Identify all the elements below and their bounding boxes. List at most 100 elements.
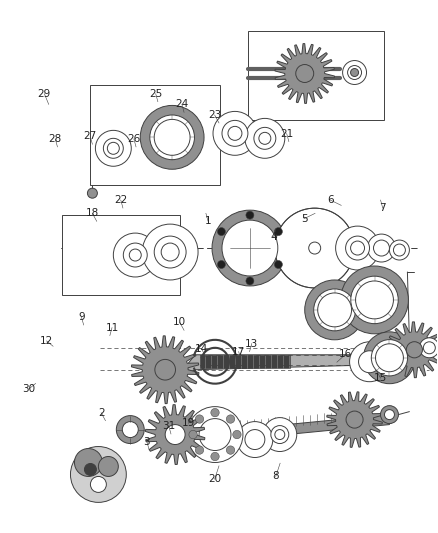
Text: 11: 11 bbox=[106, 322, 119, 333]
Polygon shape bbox=[200, 355, 290, 368]
Text: 20: 20 bbox=[208, 474, 221, 484]
Circle shape bbox=[350, 241, 364, 255]
Circle shape bbox=[155, 359, 176, 380]
Bar bbox=[63, 215, 180, 295]
Circle shape bbox=[71, 447, 126, 503]
Circle shape bbox=[117, 416, 144, 443]
Polygon shape bbox=[387, 322, 438, 378]
Bar bbox=[90, 85, 220, 185]
Polygon shape bbox=[145, 405, 205, 464]
Circle shape bbox=[341, 266, 408, 334]
Text: 4: 4 bbox=[270, 232, 277, 243]
Text: 10: 10 bbox=[173, 317, 186, 327]
Text: 23: 23 bbox=[208, 110, 221, 120]
Circle shape bbox=[309, 242, 321, 254]
Circle shape bbox=[356, 281, 393, 319]
Text: 12: 12 bbox=[40, 336, 53, 346]
Circle shape bbox=[103, 139, 124, 158]
Circle shape bbox=[393, 244, 406, 256]
Circle shape bbox=[222, 220, 278, 276]
Text: 9: 9 bbox=[78, 312, 85, 322]
Polygon shape bbox=[175, 355, 379, 379]
Circle shape bbox=[189, 430, 197, 439]
Text: 16: 16 bbox=[339, 349, 352, 359]
Circle shape bbox=[226, 446, 235, 454]
Text: 5: 5 bbox=[301, 214, 307, 224]
Circle shape bbox=[346, 411, 363, 428]
Circle shape bbox=[406, 342, 423, 358]
Circle shape bbox=[364, 332, 415, 384]
Circle shape bbox=[90, 477, 106, 492]
Circle shape bbox=[213, 111, 257, 155]
Circle shape bbox=[122, 422, 138, 438]
Circle shape bbox=[311, 244, 319, 252]
Circle shape bbox=[107, 142, 119, 154]
Circle shape bbox=[346, 236, 370, 260]
Text: 14: 14 bbox=[195, 344, 208, 354]
Circle shape bbox=[217, 228, 226, 236]
Circle shape bbox=[154, 119, 190, 155]
Bar bbox=[248, 30, 385, 120]
Text: 22: 22 bbox=[114, 195, 127, 205]
Text: 17: 17 bbox=[232, 346, 245, 357]
Circle shape bbox=[211, 408, 219, 417]
Text: 30: 30 bbox=[22, 384, 35, 394]
Circle shape bbox=[375, 344, 403, 372]
Circle shape bbox=[245, 118, 285, 158]
Circle shape bbox=[350, 342, 389, 382]
Circle shape bbox=[254, 127, 276, 149]
Circle shape bbox=[374, 240, 389, 256]
Circle shape bbox=[85, 464, 96, 475]
Circle shape bbox=[350, 69, 359, 77]
Circle shape bbox=[277, 210, 353, 286]
Circle shape bbox=[343, 61, 367, 84]
Text: 28: 28 bbox=[49, 134, 62, 144]
Circle shape bbox=[385, 410, 395, 419]
Circle shape bbox=[381, 406, 399, 424]
Polygon shape bbox=[235, 415, 389, 440]
Text: 21: 21 bbox=[280, 128, 293, 139]
Circle shape bbox=[318, 293, 352, 327]
Text: 13: 13 bbox=[245, 338, 258, 349]
Circle shape bbox=[389, 240, 410, 260]
Text: 19: 19 bbox=[182, 418, 195, 429]
Circle shape bbox=[263, 417, 297, 451]
Circle shape bbox=[275, 208, 355, 288]
Circle shape bbox=[419, 338, 438, 358]
Circle shape bbox=[228, 126, 242, 140]
Circle shape bbox=[217, 261, 226, 269]
Text: 15: 15 bbox=[374, 373, 387, 383]
Circle shape bbox=[359, 351, 381, 373]
Circle shape bbox=[222, 120, 248, 147]
Circle shape bbox=[99, 456, 118, 477]
Text: 25: 25 bbox=[149, 88, 162, 99]
Circle shape bbox=[129, 249, 141, 261]
Circle shape bbox=[154, 236, 186, 268]
Circle shape bbox=[226, 415, 235, 423]
Circle shape bbox=[233, 430, 241, 439]
Circle shape bbox=[237, 422, 273, 457]
Text: 31: 31 bbox=[162, 421, 175, 431]
Circle shape bbox=[336, 226, 379, 270]
Circle shape bbox=[246, 277, 254, 285]
Circle shape bbox=[371, 340, 408, 376]
Text: 3: 3 bbox=[144, 437, 150, 447]
Circle shape bbox=[195, 446, 204, 454]
Circle shape bbox=[259, 132, 271, 144]
Circle shape bbox=[274, 261, 283, 269]
Circle shape bbox=[88, 188, 97, 198]
Circle shape bbox=[150, 115, 194, 160]
Circle shape bbox=[95, 131, 131, 166]
Text: 8: 8 bbox=[272, 472, 279, 481]
Circle shape bbox=[367, 234, 396, 262]
Circle shape bbox=[199, 418, 231, 450]
Circle shape bbox=[348, 66, 361, 79]
Circle shape bbox=[195, 415, 204, 423]
Polygon shape bbox=[327, 392, 382, 447]
Text: 6: 6 bbox=[327, 195, 334, 205]
Circle shape bbox=[314, 289, 356, 331]
Circle shape bbox=[212, 210, 288, 286]
Text: 2: 2 bbox=[98, 408, 104, 418]
Circle shape bbox=[113, 233, 157, 277]
Circle shape bbox=[296, 64, 314, 83]
